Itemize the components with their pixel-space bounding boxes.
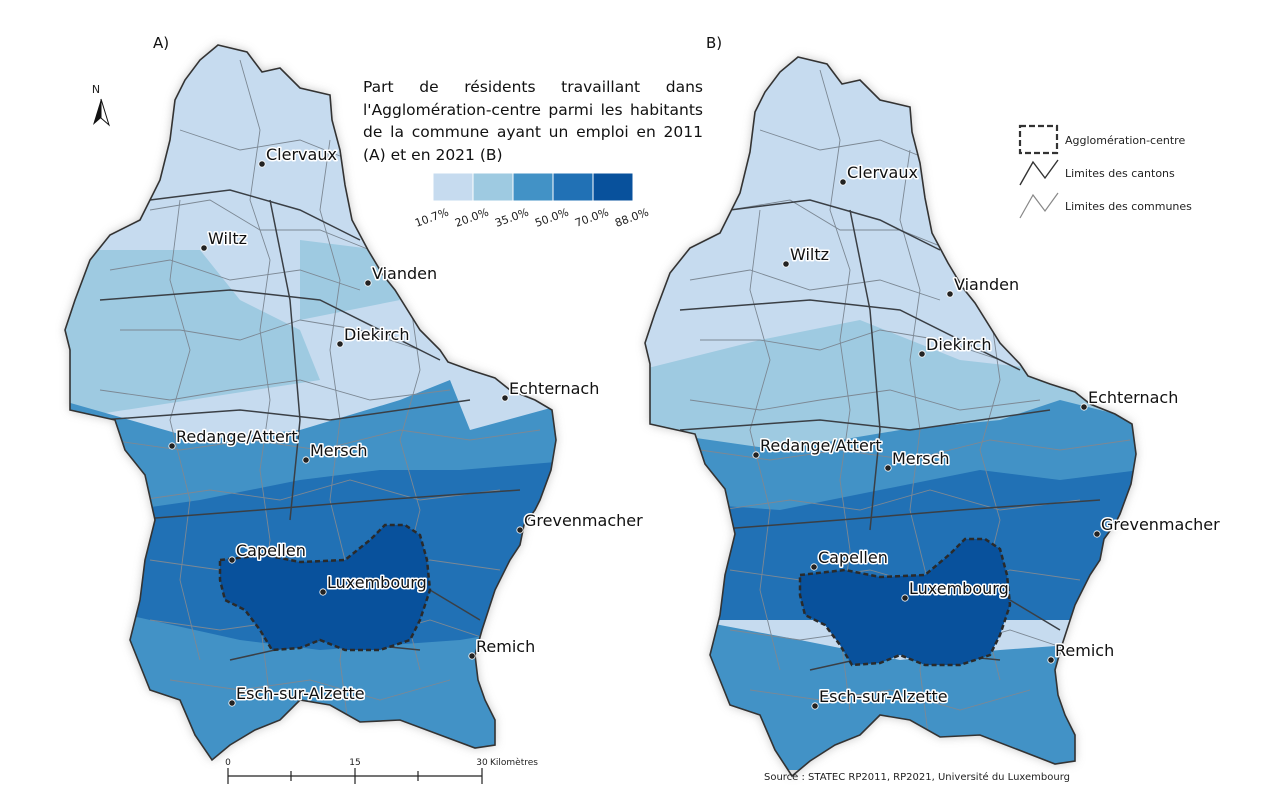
city-label-diekirch: Diekirch [926,335,991,354]
legend-break-1: 20.0% [453,206,490,230]
north-label: N [92,83,100,96]
legend-swatch-5 [592,172,634,202]
city-marker-echternach [501,394,509,402]
country-outline-b [644,56,1137,778]
city-marker-luxembourg [319,588,327,596]
city-marker-remich [468,652,476,660]
map-panel-b: B) [644,34,1222,778]
legend-title: Part de résidents travaillant dans l'Agg… [363,78,703,164]
city-marker-esch-sur-alzette [811,702,819,710]
city-label-mersch: Mersch [310,441,368,460]
city-label-wiltz: Wiltz [790,245,829,264]
legend-swatch-2 [472,172,514,202]
city-marker-wiltz [782,260,790,268]
city-label-esch-sur-alzette: Esch-sur-Alzette [236,684,365,703]
zone-west [65,250,320,420]
city-label-diekirch: Diekirch [344,325,409,344]
boundary-legend: Agglomération-centre Limites des cantons… [1018,124,1192,219]
city-label-capellen: Capellen [818,548,888,567]
city-marker-vianden [364,279,372,287]
city-label-wiltz: Wiltz [208,229,247,248]
legend-break-4: 70.0% [573,206,610,230]
city-label-esch-sur-alzette: Esch-sur-Alzette [819,687,948,706]
zone-south-band [645,470,1136,620]
agglomeration-centre-a [218,523,432,652]
legend-swatch-3 [512,172,554,202]
canton-borders-a [99,189,521,661]
agglomeration-centre-b [798,537,1012,667]
city-marker-clervaux [258,160,266,168]
north-arrow-icon [93,99,101,125]
city-label-vianden: Vianden [372,264,437,283]
north-arrow-icon [100,98,110,127]
zone-far-south [65,600,556,760]
legend-break-5: 88.0% [613,206,650,230]
legend-break-0: 10.7% [413,206,450,230]
city-label-remich: Remich [476,637,535,656]
city-marker-echternach [1080,403,1088,411]
city-marker-capellen [228,556,236,564]
legend-swatch-1 [432,172,474,202]
city-label-grevenmacher: Grevenmacher [1101,515,1220,534]
city-marker-redange-attert [752,451,760,459]
city-marker-diekirch [918,350,926,358]
legend-item-cantons: Limites des cantons [1065,167,1175,180]
scale-tick-15: 15 [349,758,360,768]
city-marker-wiltz [200,244,208,252]
city-marker-diekirch [336,340,344,348]
legend-item-communes: Limites des communes [1065,200,1192,213]
city-label-grevenmacher: Grevenmacher [524,511,643,530]
city-marker-vianden [946,290,954,298]
city-marker-mersch [302,456,310,464]
scale-tick-0: 0 [225,758,231,768]
panel-label-b: B) [706,34,722,52]
commune-line-icon [1019,192,1059,219]
city-marker-grevenmacher [1093,530,1101,538]
scale-unit: Kilomètres [490,757,538,768]
scale-ticks [227,768,483,784]
city-marker-redange-attert [168,442,176,450]
city-marker-mersch [884,464,892,472]
legend-break-3: 50.0% [533,206,570,230]
city-label-vianden: Vianden [954,275,1019,294]
city-label-redange-attert: Redange/Attert [176,427,298,446]
city-label-luxembourg: Luxembourg [327,573,427,592]
color-legend: 10.7% 20.0% 35.0% 50.0% 70.0% 88.0% [413,172,650,230]
city-label-echternach: Echternach [509,379,599,398]
city-label-remich: Remich [1055,641,1114,660]
city-layer-a: Clervaux Wiltz Vianden Diekirch Echternach Re… [168,144,645,707]
city-label-luxembourg: Luxembourg [909,579,1009,598]
scale-bar: 0 15 30 Kilomètres [225,757,538,784]
north-arrow: N [92,83,110,127]
dashed-box-icon [1018,124,1059,155]
city-label-echternach: Echternach [1088,388,1178,407]
canton-line-icon [1019,159,1059,186]
legend-break-2: 35.0% [493,206,530,230]
city-label-clervaux: Clervaux [266,145,337,164]
city-marker-remich [1047,656,1055,664]
city-marker-clervaux [839,178,847,186]
city-label-mersch: Mersch [892,449,950,468]
city-layer-b: Clervaux Wiltz Vianden Diekirch Echternach Re… [752,162,1222,710]
legend-item-agglomeration: Agglomération-centre [1065,134,1185,147]
city-marker-luxembourg [901,594,909,602]
legend-swatch-4 [552,172,594,202]
city-label-clervaux: Clervaux [847,163,918,182]
scale-tick-30: 30 [476,758,488,768]
city-marker-esch-sur-alzette [228,699,236,707]
city-label-capellen: Capellen [236,541,306,560]
city-marker-capellen [810,563,818,571]
city-marker-grevenmacher [516,526,524,534]
source-note: Source : STATEC RP2011, RP2021, Universi… [764,771,1070,783]
country-outline-a [64,44,557,762]
city-label-redange-attert: Redange/Attert [760,436,882,455]
panel-label-a: A) [153,34,169,52]
